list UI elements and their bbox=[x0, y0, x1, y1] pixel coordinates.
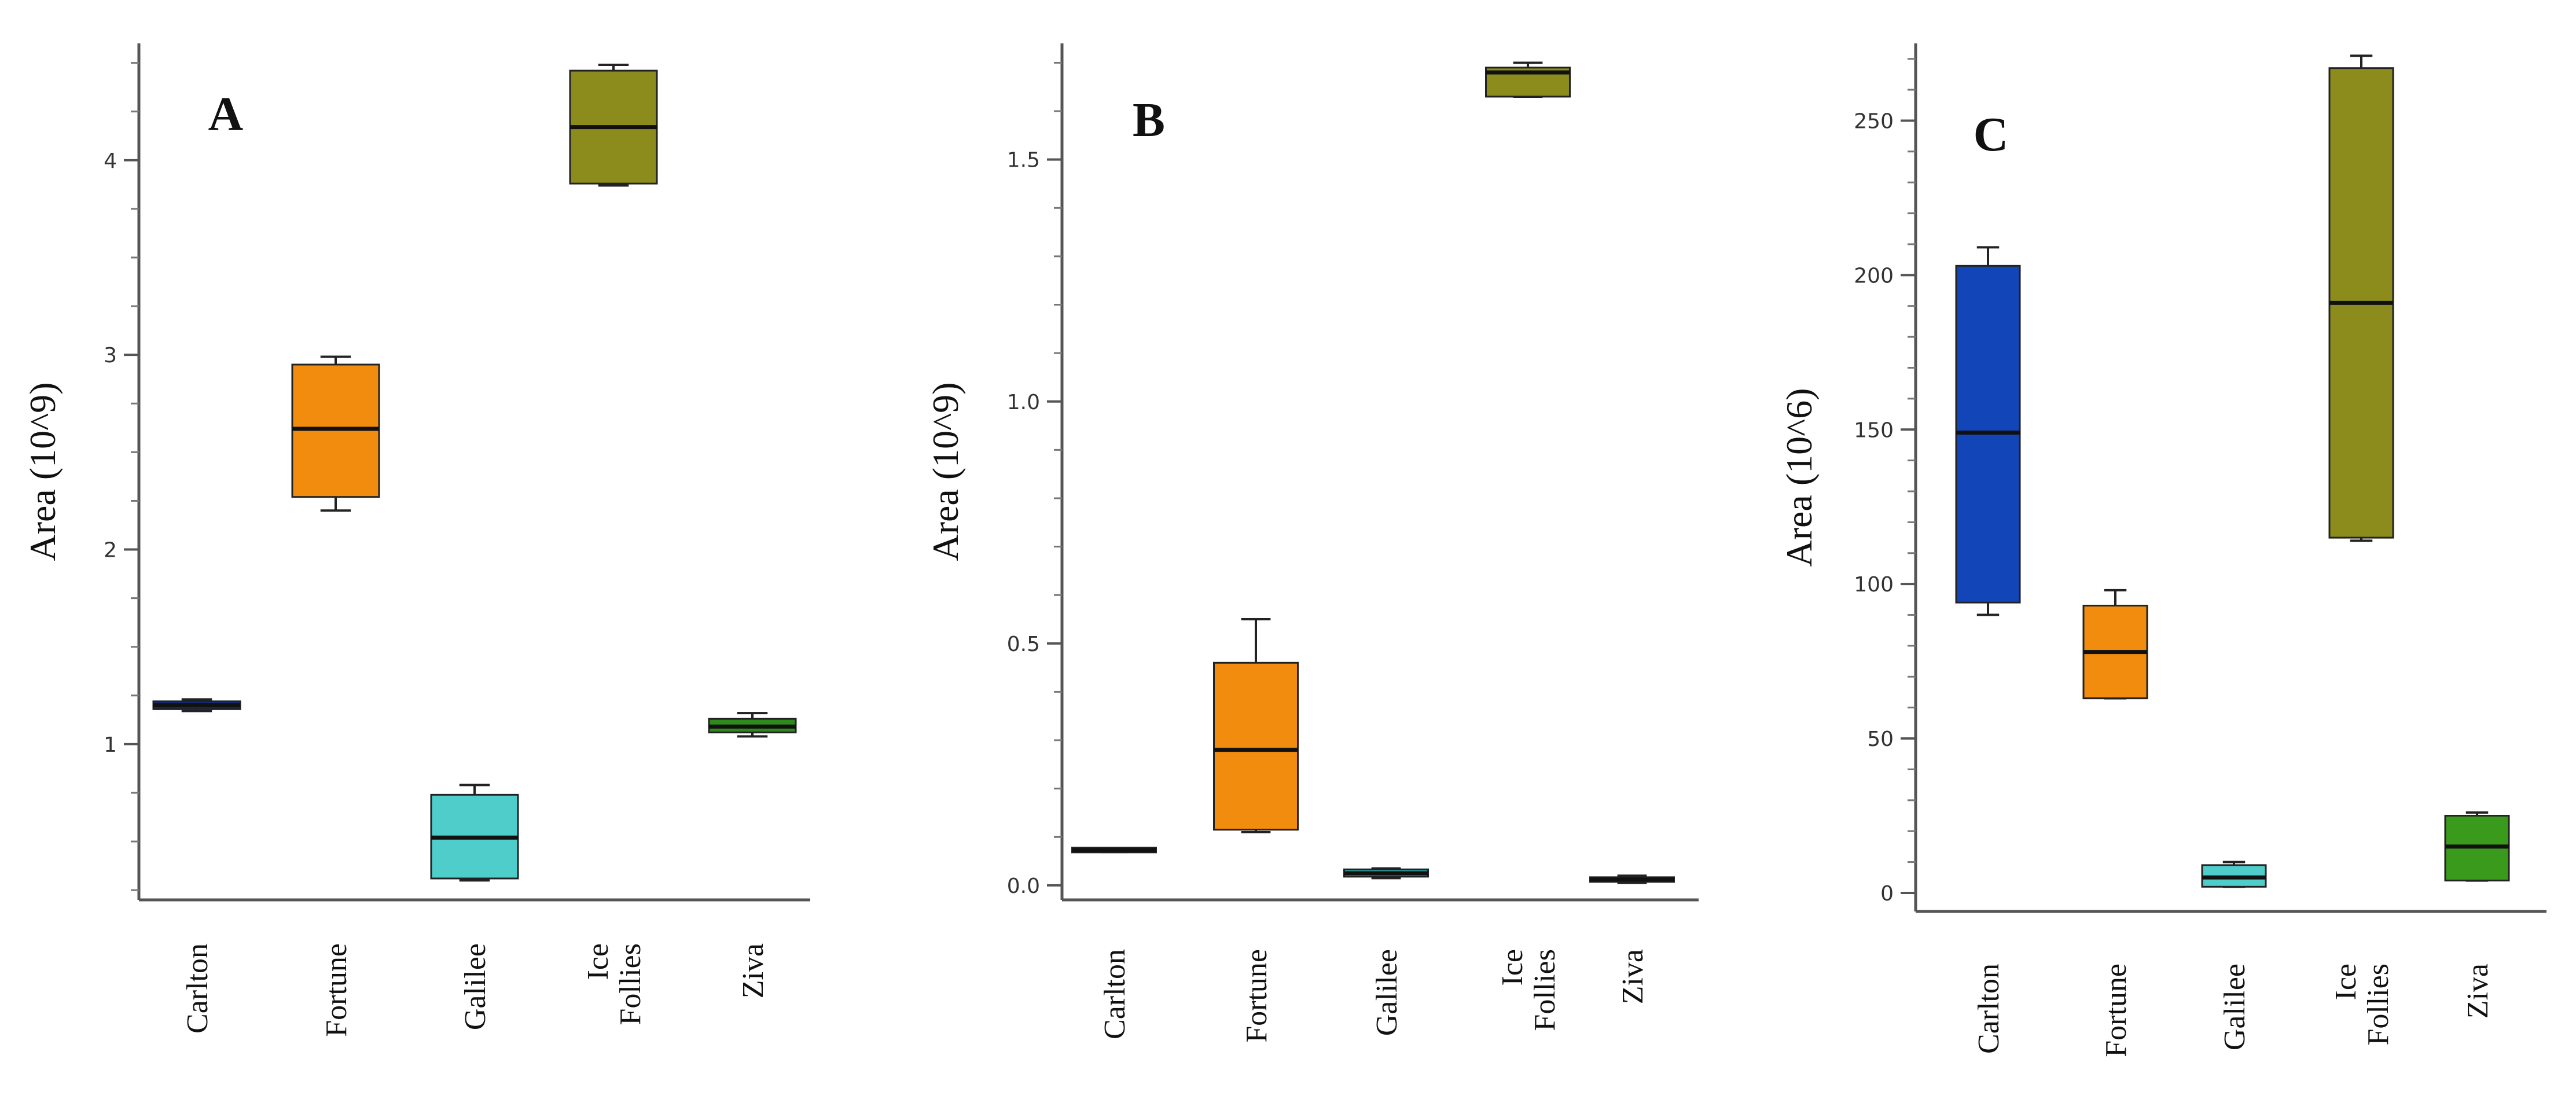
x-category-label-line: Follies bbox=[614, 943, 647, 1025]
panel-a: 1 2 3 4 Area (10^9) A Carlton Fortune Galilee Ice… bbox=[22, 43, 810, 1037]
x-category-label-line: Follies bbox=[2362, 964, 2395, 1046]
box-galilee bbox=[1343, 867, 1429, 880]
x-category-label-line: Carlton bbox=[1098, 949, 1131, 1039]
y-tick-label: 250 bbox=[1854, 109, 1894, 133]
box-ice-follies bbox=[1485, 61, 1571, 98]
y-tick-label: 4 bbox=[104, 149, 117, 173]
panel-letter: B bbox=[1133, 93, 1165, 147]
x-category-label: Carlton bbox=[1972, 964, 2005, 1054]
y-tick-label: 0.5 bbox=[1007, 633, 1040, 656]
x-category-label-line: Carlton bbox=[181, 943, 214, 1034]
x-category-label-line: Carlton bbox=[1972, 964, 2005, 1054]
x-category-label: Carlton bbox=[181, 943, 214, 1034]
box-fortune bbox=[2082, 589, 2148, 700]
box-ice-follies bbox=[569, 64, 658, 187]
x-category-label: Fortune bbox=[2100, 964, 2133, 1057]
x-category-label-line: Fortune bbox=[320, 943, 353, 1037]
y-tick-label: 150 bbox=[1854, 418, 1894, 442]
x-category-label: Galilee bbox=[1370, 949, 1403, 1036]
x-category-label-line: Galilee bbox=[1370, 949, 1403, 1036]
x-category-label-line: Ice bbox=[582, 943, 615, 980]
x-category-label-line: Ice bbox=[1496, 949, 1529, 986]
box-galilee bbox=[430, 784, 519, 882]
y-tick-label: 100 bbox=[1854, 573, 1894, 597]
box-fortune bbox=[291, 355, 380, 512]
x-category-label-line: Ziva bbox=[2461, 964, 2494, 1019]
x-category-label: Ice Follies bbox=[2329, 964, 2395, 1046]
x-category-label: Galilee bbox=[459, 943, 492, 1030]
y-tick-label: 0 bbox=[1880, 882, 1894, 906]
panel-letter: C bbox=[1974, 108, 2009, 161]
x-category-label-line: Galilee bbox=[459, 943, 492, 1030]
x-category-label-line: Ziva bbox=[1616, 949, 1649, 1004]
x-category-label: Ziva bbox=[1616, 949, 1649, 1004]
x-category-label: Ice Follies bbox=[1496, 949, 1561, 1031]
y-tick-label: 1 bbox=[104, 733, 117, 757]
x-category-label-line: Galilee bbox=[2218, 964, 2251, 1050]
x-category-label: Ice Follies bbox=[582, 943, 647, 1025]
y-tick-label: 3 bbox=[104, 344, 117, 367]
y-axis-label: Area (10^9) bbox=[22, 383, 63, 561]
y-tick-label: 0.0 bbox=[1007, 874, 1040, 898]
x-category-label-line: Fortune bbox=[2100, 964, 2133, 1057]
x-category-label-line: Fortune bbox=[1240, 949, 1273, 1043]
box-ice-follies bbox=[2328, 54, 2394, 542]
x-category-label-line: Ice bbox=[2329, 964, 2362, 1000]
x-category-label-line: Follies bbox=[1528, 949, 1561, 1031]
box-carlton bbox=[152, 698, 241, 712]
x-category-label: Fortune bbox=[320, 943, 353, 1037]
panel-c: 0 50 100 150 200 250 Area (10^6) C Carlton Fortun… bbox=[1778, 43, 2546, 1057]
x-category-label: Carlton bbox=[1098, 949, 1131, 1039]
y-tick-label: 2 bbox=[104, 539, 117, 562]
panel-b: 0.0 0.5 1.0 1.5 Area (10^9) B Carlton Fortune Ga… bbox=[925, 43, 1699, 1043]
box-carlton bbox=[1955, 246, 2021, 616]
x-category-label: Ziva bbox=[737, 943, 770, 998]
y-tick-label: 1.5 bbox=[1007, 149, 1040, 172]
y-tick-label: 200 bbox=[1854, 264, 1894, 288]
box-fortune bbox=[1213, 618, 1299, 833]
box-ziva bbox=[1589, 874, 1675, 884]
x-category-label-line: Ziva bbox=[737, 943, 770, 998]
panel-letter: A bbox=[208, 87, 244, 141]
box-ziva bbox=[2444, 811, 2510, 882]
y-axis-label: Area (10^6) bbox=[1778, 388, 1820, 567]
x-category-label: Galilee bbox=[2218, 964, 2251, 1050]
y-axis-label: Area (10^9) bbox=[925, 383, 966, 561]
y-tick-label: 50 bbox=[1867, 727, 1894, 751]
box-ziva bbox=[708, 712, 797, 738]
box-rect bbox=[1213, 661, 1299, 831]
box-galilee bbox=[2201, 861, 2267, 888]
y-tick-label: 1.0 bbox=[1007, 391, 1040, 414]
x-category-label: Ziva bbox=[2461, 964, 2494, 1019]
box-carlton bbox=[1071, 847, 1157, 854]
x-category-label: Fortune bbox=[1240, 949, 1273, 1043]
